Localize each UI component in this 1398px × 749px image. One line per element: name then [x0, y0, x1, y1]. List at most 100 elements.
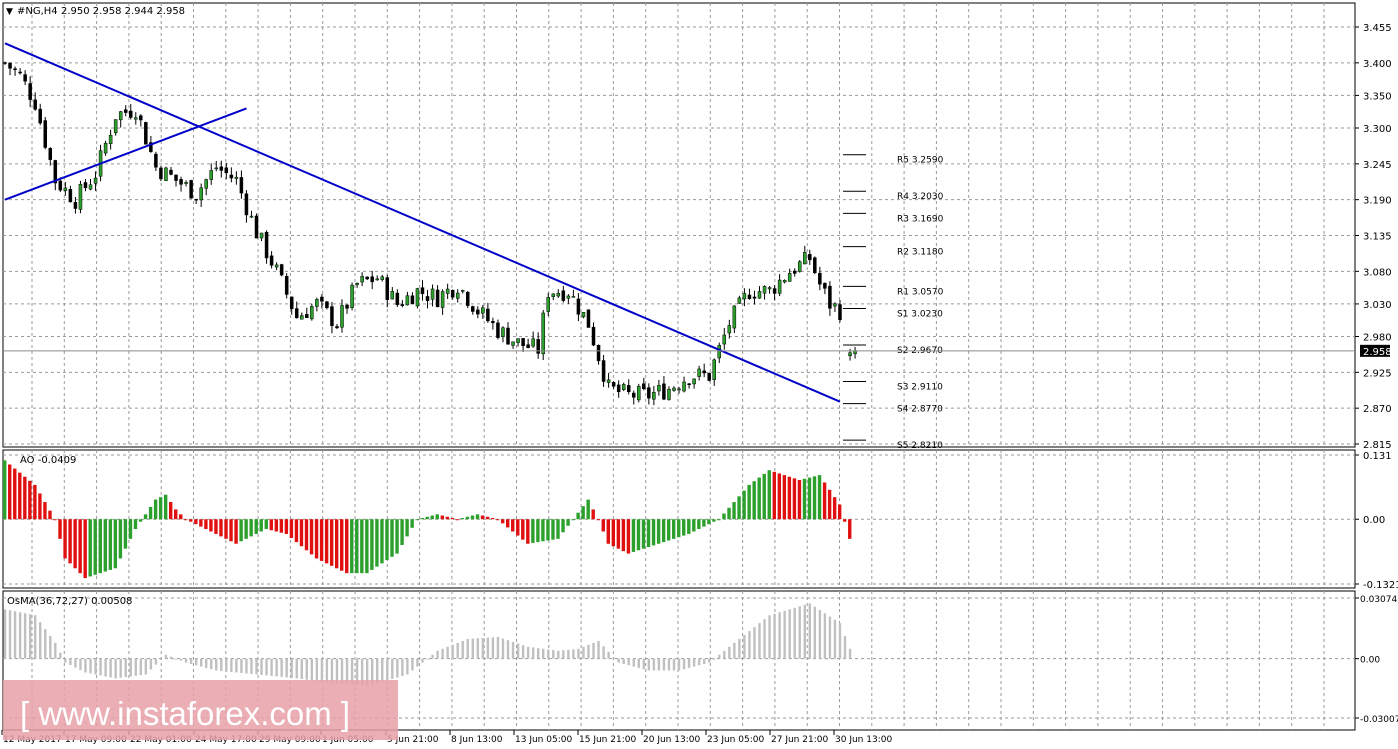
osma-bar	[330, 658, 334, 683]
osma-bar	[124, 658, 127, 678]
ao-bar	[732, 502, 736, 520]
candle-body	[496, 322, 500, 338]
ao-bar	[772, 471, 776, 520]
candle-body	[838, 304, 842, 320]
ao-bar	[33, 484, 37, 520]
osma-bar	[516, 643, 520, 659]
candle-body	[626, 385, 631, 392]
osma-bar	[436, 650, 439, 659]
candle-body	[123, 109, 128, 113]
osma-bar	[702, 658, 706, 664]
price-tick-label: 2.980	[1363, 332, 1392, 343]
candle-body	[184, 182, 188, 184]
candle-body	[616, 384, 621, 393]
candle-body	[28, 83, 32, 100]
ao-bar	[536, 519, 540, 543]
osma-bar	[592, 642, 595, 659]
candle-body	[757, 291, 762, 299]
candle-body	[813, 257, 817, 273]
candle-body	[310, 306, 314, 320]
candle-body	[259, 232, 264, 239]
ao-bar	[199, 519, 203, 527]
candle-body	[154, 153, 158, 168]
candle-body	[294, 308, 299, 319]
ao-bar	[717, 519, 721, 521]
price-panel[interactable]: R5 3.2590 R4 3.2030 R3 3.1690 R2 3.1180 R1 3…	[2, 2, 1392, 451]
ao-bar	[511, 519, 515, 532]
ao-bar	[440, 515, 445, 520]
candle-body	[455, 292, 460, 299]
candle-body	[430, 288, 435, 300]
current-price-label: 2.958	[1363, 347, 1392, 358]
osma-bar	[28, 614, 32, 659]
ao-bar	[334, 519, 339, 569]
candle-body	[375, 278, 379, 281]
osma-panel[interactable]: 0.03074 0.00 -0.03007 OsMA(36,72,27) 0.005…	[2, 590, 1398, 731]
candle-body	[762, 286, 767, 294]
ao-panel[interactable]: 0.131 0.00 -0.1321 AO -0.0409	[2, 449, 1398, 591]
ao-bar	[747, 484, 751, 520]
ao-bar	[707, 519, 711, 525]
candle-body	[818, 272, 822, 285]
ao-bar	[485, 516, 490, 520]
candle-body	[405, 295, 410, 306]
osma-bar	[682, 658, 686, 670]
candle-body	[13, 68, 17, 71]
osma-bar	[637, 658, 640, 668]
osma-bar	[808, 603, 811, 659]
osma-bar	[461, 640, 464, 659]
collapse-triangle-icon[interactable]: ▼	[6, 7, 13, 17]
candle-body	[556, 292, 561, 297]
pivot-label: S4 2.8770	[897, 405, 943, 415]
candle-body	[667, 388, 671, 400]
candle-body	[204, 179, 208, 189]
ao-bar	[375, 519, 379, 567]
candle-body	[410, 295, 415, 305]
candle-body	[199, 187, 203, 201]
candle-body	[380, 276, 384, 280]
candle-body	[601, 360, 606, 382]
osma-bar	[74, 658, 77, 668]
osma-tick-label: 0.03074	[1360, 595, 1397, 605]
osma-bar	[536, 648, 540, 659]
candle-body	[169, 169, 173, 175]
ao-grid	[3, 450, 1355, 588]
ao-bar	[410, 519, 414, 528]
osma-bar	[184, 658, 188, 663]
time-tick-label: 20 Jun 13:00	[643, 735, 700, 745]
osma-bar	[718, 654, 721, 659]
candle-body	[315, 299, 319, 307]
ao-bar	[445, 516, 450, 520]
osma-bar	[345, 658, 349, 685]
candle-body	[647, 387, 651, 399]
ao-bar	[355, 519, 359, 574]
candle-body	[350, 284, 354, 308]
osma-bar	[64, 658, 67, 663]
osma-tick-label: -0.03007	[1360, 715, 1398, 725]
ao-bar	[73, 519, 77, 569]
candle-body	[420, 287, 425, 295]
candle-body	[521, 338, 525, 346]
price-grid	[3, 3, 1355, 447]
time-tick-label: 5 Jun 21:00	[387, 735, 439, 745]
candle-body	[687, 383, 691, 385]
ao-bar	[28, 480, 32, 520]
watermark: [ www.instaforex.com ]	[3, 680, 398, 740]
ohlc-label: 2.950 2.958 2.944 2.958	[61, 6, 185, 17]
osma-bar	[728, 646, 731, 659]
candle-body	[264, 231, 269, 259]
candle-body	[506, 327, 510, 345]
candle-body	[58, 180, 63, 191]
trendlines[interactable]	[4, 42, 841, 403]
ao-bar	[546, 519, 550, 541]
ao-bar	[194, 519, 198, 525]
osma-label: OsMA(36,72,27) 0.00508	[7, 596, 132, 607]
osma-bar	[386, 658, 389, 681]
osma-bar	[8, 610, 12, 659]
osma-bar	[662, 658, 666, 671]
ao-bar	[752, 481, 756, 520]
osma-bar	[642, 658, 646, 670]
osma-bar	[164, 654, 168, 659]
ao-bar	[767, 470, 771, 520]
